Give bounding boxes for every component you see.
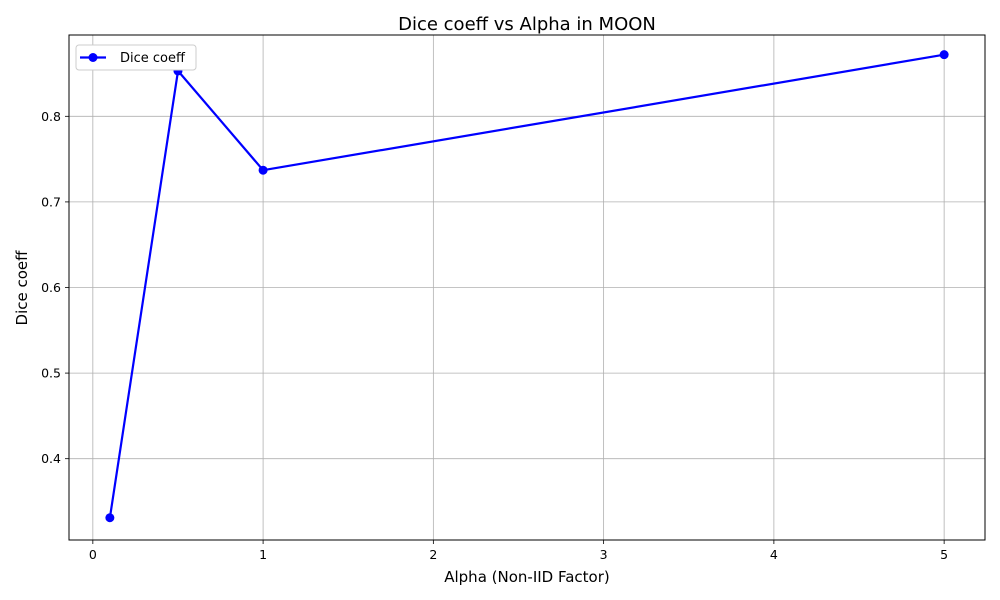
x-axis: 0 1 2 3 4 5 bbox=[89, 540, 948, 562]
chart-title: Dice coeff vs Alpha in MOON bbox=[398, 14, 656, 35]
data-point bbox=[258, 165, 268, 175]
series-line bbox=[108, 53, 945, 518]
y-tick-label: 0.8 bbox=[41, 109, 61, 124]
legend-marker bbox=[88, 53, 98, 62]
y-axis: 0.4 0.5 0.6 0.7 0.8 bbox=[41, 109, 69, 466]
grid bbox=[69, 35, 985, 540]
x-tick-label: 1 bbox=[259, 547, 267, 562]
x-tick-label: 4 bbox=[770, 547, 778, 562]
legend-box bbox=[75, 44, 197, 71]
x-tick-label: 5 bbox=[940, 547, 948, 562]
legend-label: Dice coeff bbox=[120, 51, 186, 66]
y-tick-label: 0.6 bbox=[41, 280, 61, 295]
y-tick-label: 0.5 bbox=[41, 366, 61, 381]
x-tick-label: 3 bbox=[600, 547, 608, 562]
x-tick-label: 0 bbox=[89, 547, 97, 562]
y-axis-label: Dice coeff bbox=[13, 250, 31, 326]
data-point bbox=[105, 513, 115, 523]
legend: Dice coeff bbox=[75, 44, 197, 71]
x-tick-label: 2 bbox=[429, 547, 437, 562]
series-layer bbox=[105, 50, 949, 523]
x-axis-label: Alpha (Non-IID Factor) bbox=[444, 568, 610, 586]
data-point bbox=[939, 50, 949, 60]
y-tick-label: 0.7 bbox=[41, 194, 61, 209]
y-tick-label: 0.4 bbox=[41, 451, 61, 466]
